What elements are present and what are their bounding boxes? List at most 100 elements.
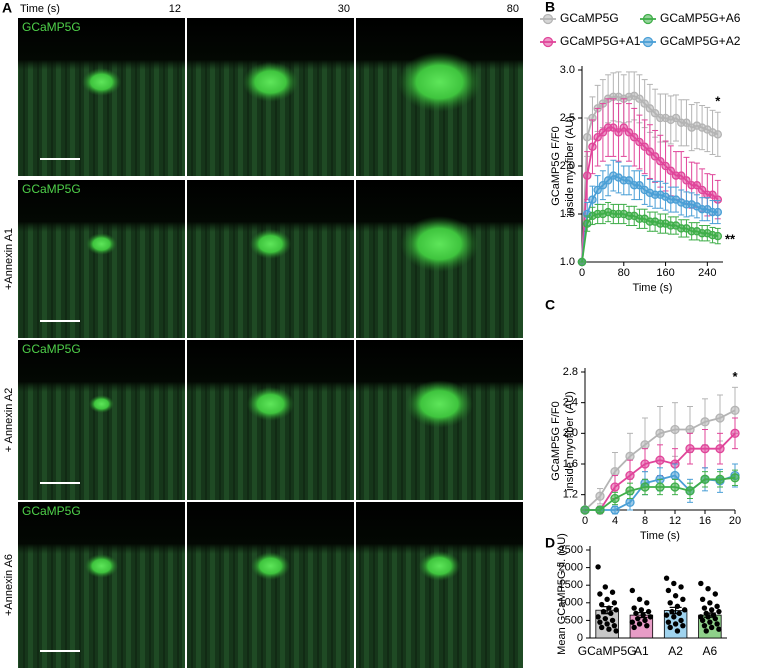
y-tick-label: 1.6 [563, 458, 578, 470]
data-point [708, 624, 715, 631]
time-value: 30 [338, 3, 350, 15]
data-point [680, 596, 686, 602]
data-point [582, 132, 592, 142]
data-point [682, 118, 691, 128]
data-point [671, 614, 677, 620]
y-tick-label: 2500 [559, 544, 583, 556]
data-point [700, 444, 710, 454]
data-point [678, 584, 684, 590]
legend-label: GCaMP5G+A2 [660, 34, 741, 48]
x-tick-label: GCaMP5G [578, 644, 637, 658]
data-point [625, 470, 635, 481]
y-axis-label: Mean GCaMP5G fl. (AU) [556, 533, 568, 655]
x-tick-label: 240 [698, 267, 716, 279]
micrograph-dark [18, 502, 185, 554]
data-point [714, 621, 720, 627]
lesion-signal [400, 216, 479, 272]
data-point [712, 591, 719, 597]
data-point [700, 417, 710, 427]
data-point [716, 626, 722, 632]
data-point [582, 171, 592, 180]
data-point [610, 493, 620, 504]
x-tick-label: 16 [699, 515, 711, 527]
x-tick-label: 160 [656, 267, 674, 279]
y-tick-label: 2.0 [563, 427, 578, 439]
micrograph-dark [187, 180, 354, 232]
data-point [609, 123, 618, 132]
y-tick-label: 2000 [559, 562, 583, 574]
data-point [577, 257, 587, 267]
data-point [593, 132, 602, 142]
data-point [672, 593, 679, 599]
data-point [665, 619, 672, 625]
data-point [714, 603, 720, 610]
micrograph-dark [187, 18, 354, 70]
data-point [672, 621, 679, 627]
y-axis-label: inside myofiber (AU) [564, 391, 576, 491]
data-point [713, 207, 723, 217]
data-point [638, 607, 645, 613]
data-point [636, 621, 643, 627]
significance: * [715, 94, 721, 109]
data-point [598, 180, 608, 190]
panel-label: B [545, 0, 555, 15]
data-point [680, 622, 686, 629]
data-point [631, 605, 637, 611]
data-point [669, 608, 675, 615]
data-point [665, 587, 672, 594]
row-label: + Annexin A2 [3, 388, 15, 453]
data-point [655, 482, 665, 492]
y-tick-label: 1500 [559, 579, 583, 591]
data-point [595, 491, 605, 501]
y-tick-label: 2.8 [563, 366, 578, 378]
x-tick-label: A6 [703, 644, 718, 658]
data-point [606, 626, 612, 632]
data-point [635, 94, 644, 104]
micrograph-dark [187, 502, 354, 554]
lesion-signal [249, 229, 292, 259]
lesion-signal [418, 551, 461, 581]
data-point [611, 622, 618, 629]
data-point [631, 624, 637, 631]
lesion-signal [86, 233, 117, 255]
channel-label: GCaMP5G [22, 182, 81, 196]
data-point [597, 591, 603, 597]
data-point [645, 104, 655, 113]
data-point [670, 470, 680, 481]
time-label: Time (s) [20, 3, 60, 15]
time-value: 80 [507, 3, 519, 15]
x-axis-label: Time (s) [640, 530, 680, 542]
data-point [593, 185, 602, 195]
data-point [713, 130, 723, 139]
data-point [685, 486, 695, 496]
data-point [670, 424, 680, 435]
time-value: 12 [169, 3, 181, 15]
data-point [580, 505, 590, 515]
x-tick-label: 0 [582, 515, 588, 527]
data-point [640, 142, 649, 152]
data-point [588, 195, 597, 204]
data-point [629, 132, 639, 142]
legend-label: GCaMP5G+A1 [560, 34, 641, 48]
data-point [610, 505, 620, 515]
lesion-signal [81, 68, 122, 96]
data-point [701, 605, 708, 611]
y-axis-label: inside myofiber (AU) [564, 116, 576, 216]
data-point [707, 619, 713, 625]
y-axis-label: GCaMP5G F/F0 [550, 401, 562, 480]
data-point [670, 482, 680, 492]
y-tick-label: 1.0 [560, 256, 575, 268]
data-point [698, 580, 704, 587]
error-bar [669, 606, 682, 615]
data-point [635, 137, 644, 147]
panel-label: C [545, 297, 555, 313]
y-axis-label: GCaMP5G F/F0 [550, 126, 562, 205]
data-point [692, 180, 702, 190]
data-point [611, 600, 618, 606]
data-point [619, 123, 629, 132]
y-tick-label: 3.0 [560, 64, 575, 76]
data-point [655, 455, 665, 465]
legend-label: GCaMP5G+A6 [660, 11, 741, 25]
significance: * [732, 369, 738, 384]
data-point [730, 405, 740, 415]
